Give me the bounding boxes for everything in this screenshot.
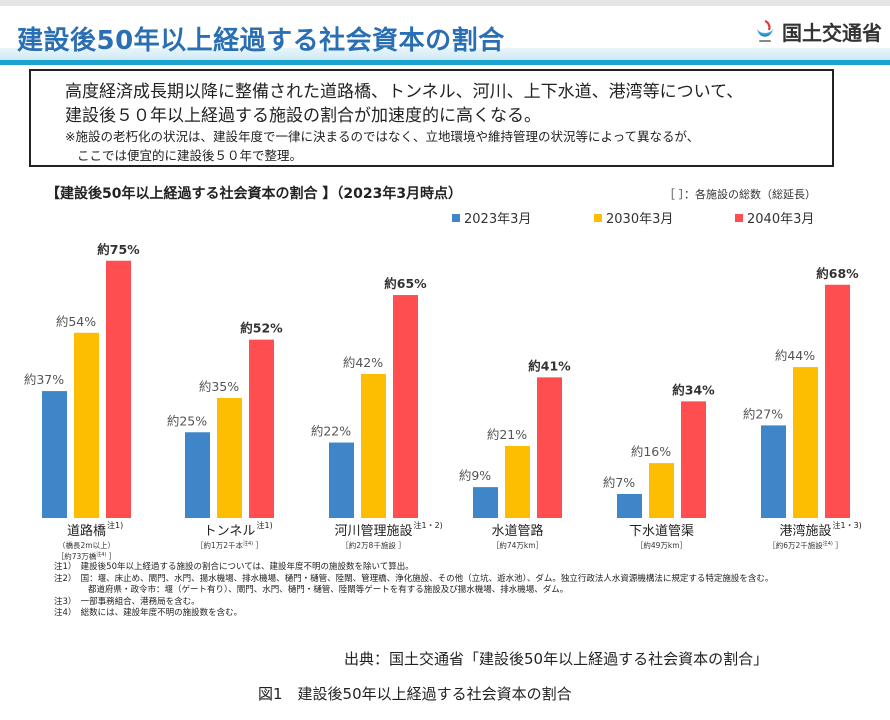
category-label-5: 港湾施設 <box>779 523 831 539</box>
category-footnote-ref-1: 注1) <box>257 520 273 530</box>
legend-item-2030: 2030年3月 <box>594 208 673 227</box>
legend-swatch-2030 <box>594 213 602 222</box>
ministry-logo: 国土交通省 <box>754 17 882 46</box>
bar-0-0 <box>42 391 67 518</box>
bar-2-1 <box>361 373 386 518</box>
header-underline <box>0 60 890 65</box>
mlit-logo-icon <box>757 19 773 42</box>
data-label-3-1: 約21% <box>487 427 527 442</box>
summary-note-1: ※施設の老朽化の状況は、建設年度で一律に決まるのではなく、立地環境や維持管理の状… <box>65 129 700 144</box>
category-label-2: 河川管理施設 <box>334 523 412 539</box>
category-sublabel-0-1: ［約73万橋注4) ］ <box>57 551 117 560</box>
bar-0-2 <box>106 260 131 518</box>
category-sublabel-4-0: ［約49万km］ <box>636 540 687 550</box>
data-label-2-2: 約65% <box>384 276 427 291</box>
category-sublabel-1-0: ［約1万2千本注4) ］ <box>196 540 263 550</box>
bar-5-1 <box>793 367 818 518</box>
legend-swatch-2023 <box>452 213 460 222</box>
summary-line-2: 建設後５０年以上経過する施設の割合が加速度的に高くなる。 <box>65 106 541 126</box>
slide-title: 建設後50年以上経過する社会資本の割合 <box>17 26 505 56</box>
category-label-1: トンネル <box>204 524 256 539</box>
footnote-3: 注3） 一部事務組合、港務局を含む。 <box>54 596 200 607</box>
data-label-0-2: 約75% <box>97 242 140 257</box>
category-label-0: 道路橋 <box>67 523 106 539</box>
legend-swatch-2040 <box>735 213 743 222</box>
footnote-4: 注4） 総数には、建設年度不明の施設数を含む。 <box>54 608 243 618</box>
source-citation: 出典：国土交通省「建設後50年以上経過する社会資本の割合」 <box>344 650 769 668</box>
data-label-1-1: 約35% <box>199 379 239 394</box>
data-label-1-0: 約25% <box>167 413 207 428</box>
legend-item-2023: 2023年3月 <box>452 208 531 227</box>
category-sublabel-3-0: ［約74万km］ <box>492 540 543 550</box>
data-label-5-1: 約44% <box>775 348 815 363</box>
data-label-4-0: 約7% <box>603 475 635 490</box>
bar-1-1 <box>217 397 242 518</box>
category-label-3: 水道管路 <box>491 523 543 539</box>
footnote-1: 注1） 建設後50年以上経過する施設の割合については、建設年度不明の施設数を除い… <box>54 562 414 572</box>
bar-3-1 <box>505 445 530 518</box>
header-band <box>0 48 890 60</box>
data-label-5-0: 約27% <box>743 406 783 421</box>
data-label-3-2: 約41% <box>528 358 571 373</box>
bar-0-1 <box>74 332 99 518</box>
data-label-2-0: 約22% <box>311 424 351 439</box>
chart-title: 【建設後50年以上経過する社会資本の割合 】（2023年3月時点） <box>46 186 463 202</box>
bar-3-0 <box>473 487 498 518</box>
category-sublabel-2-0: ［約2万8千施設 ］ <box>341 540 405 550</box>
summary-box: 高度経済成長期以降に整備された道路橋、トンネル、河川、上下水道、港湾等について、… <box>29 69 834 167</box>
bar-4-1 <box>649 463 674 518</box>
bar-3-2 <box>537 377 562 518</box>
data-label-3-0: 約9% <box>459 468 491 483</box>
bar-2-2 <box>393 295 418 518</box>
bar-2-0 <box>329 442 354 518</box>
data-label-4-1: 約16% <box>631 444 671 459</box>
bar-5-2 <box>825 284 850 518</box>
data-label-0-1: 約54% <box>56 314 96 329</box>
legend-label-2030: 2030年3月 <box>606 212 674 227</box>
data-label-4-2: 約34% <box>672 382 715 397</box>
footnotes: 注1） 建設後50年以上経過する施設の割合については、建設年度不明の施設数を除い… <box>54 562 773 620</box>
data-label-1-2: 約52% <box>240 321 283 336</box>
slide-header: 建設後50年以上経過する社会資本の割合 国土交通省 <box>0 6 890 65</box>
bar-5-0 <box>761 425 786 518</box>
legend-label-2040: 2040年3月 <box>747 212 815 227</box>
category-sublabel-0-0: （橋長2m以上） <box>58 540 115 550</box>
summary-note-2: ここでは便宜的に建設後５０年で整理。 <box>77 148 303 163</box>
category-sublabel-5-0: ［約6万2千施設注4) ］ <box>768 540 843 550</box>
bar-1-2 <box>249 339 274 518</box>
top-border <box>0 0 890 6</box>
category-footnote-ref-0: 注1) <box>107 520 123 530</box>
bar-1-0 <box>185 432 210 518</box>
figure-caption: 図1 建設後50年以上経過する社会資本の割合 <box>258 685 572 703</box>
bar-chart: 約37%約54%約75%道路橋 注1)（橋長2m以上）［約73万橋注4) ］約25… <box>24 242 862 560</box>
bar-4-0 <box>617 493 642 518</box>
legend-item-2040: 2040年3月 <box>735 208 814 227</box>
category-label-4: 下水道管渠 <box>629 524 694 539</box>
bracket-note: ［ ］：各施設の総数（総延長） <box>664 188 816 201</box>
logo-text: 国土交通省 <box>782 21 882 45</box>
category-footnote-ref-5: 注1・3) <box>833 520 862 530</box>
summary-line-1: 高度経済成長期以降に整備された道路橋、トンネル、河川、上下水道、港湾等について、 <box>65 82 744 102</box>
footnote-2: 注2） 国：堰、床止め、閘門、水門、揚水機場、排水機場、樋門・樋管、陸閘、管理橋… <box>54 573 774 584</box>
category-footnote-ref-2: 注1・2) <box>414 520 443 530</box>
legend-label-2023: 2023年3月 <box>464 212 532 227</box>
footnote-2-cont: 都道府県・政令市：堰（ゲート有り）、閘門、水門、樋門・樋管、陸閘等ゲートを有する… <box>54 585 569 595</box>
data-label-0-0: 約37% <box>24 372 64 387</box>
data-label-5-2: 約68% <box>816 266 859 281</box>
bar-4-2 <box>681 401 706 518</box>
data-label-2-1: 約42% <box>343 355 383 370</box>
